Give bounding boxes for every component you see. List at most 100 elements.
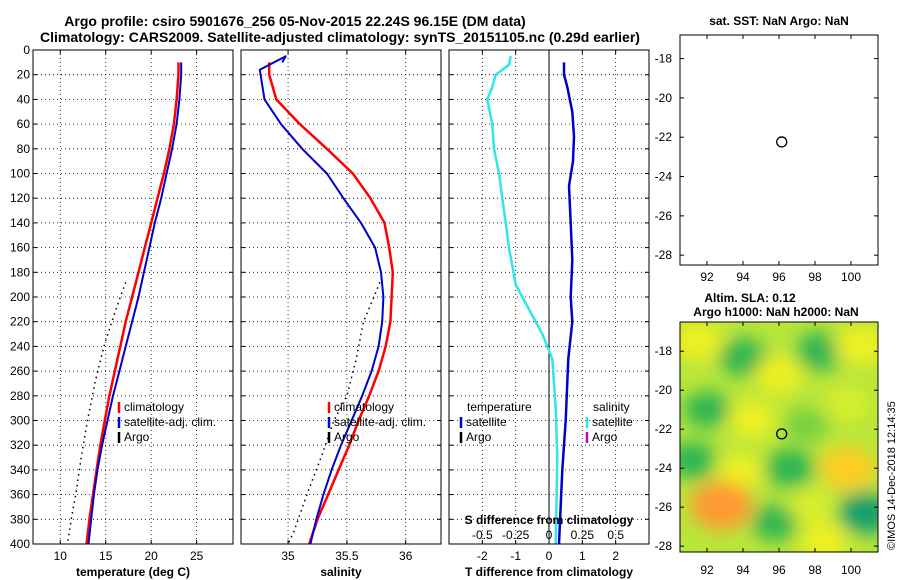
difference-top-xtick-label: -0.5 xyxy=(472,528,493,542)
temperature-legend-2-label: Argo xyxy=(124,430,150,444)
difference-xtick-label: 0 xyxy=(546,549,553,563)
sst-map-xtick-label: 98 xyxy=(808,270,822,284)
sla-map-xtick-label: 96 xyxy=(772,563,786,577)
salinity-xtick-label: 35 xyxy=(281,549,295,563)
sla-map-xtick-label: 98 xyxy=(808,563,822,577)
sla-map-title-line1: Altim. SLA: 0.12 xyxy=(704,291,796,305)
sla-map-title-line2: Argo h1000: NaN h2000: NaN xyxy=(693,305,858,319)
difference-legend-left-1-label: Argo xyxy=(466,430,492,444)
sla-map-blob xyxy=(800,523,848,552)
difference-xlabel-top: S difference from climatology xyxy=(465,513,634,527)
difference-top-xtick-label: 0.5 xyxy=(607,528,624,542)
difference-legend-right-0-label: satellite xyxy=(592,415,633,429)
temperature-ytick-label: 320 xyxy=(10,438,30,452)
difference-legend-left-title: temperature xyxy=(467,400,532,414)
temperature-ytick-label: 300 xyxy=(10,414,30,428)
difference-xtick-label: 2 xyxy=(612,549,619,563)
sla-map-blob xyxy=(838,491,878,535)
sst-map-ytick-label: -18 xyxy=(655,52,673,66)
sla-map-blob xyxy=(795,331,846,371)
sla-map-ytick-label: -18 xyxy=(655,344,673,358)
temperature-ytick-label: 220 xyxy=(10,315,30,329)
salinity-xtick-label: 35.5 xyxy=(335,549,359,563)
temperature-ytick-label: 260 xyxy=(10,364,30,378)
sst-map-argo-marker xyxy=(776,136,788,148)
sla-map-xtick-label: 100 xyxy=(841,563,861,577)
temperature-ytick-label: 340 xyxy=(10,463,30,477)
temperature-ytick-label: 20 xyxy=(17,68,31,82)
difference-legend-right-title: salinity xyxy=(593,400,630,414)
temperature-ytick-label: 40 xyxy=(17,92,31,106)
sla-map-blobs xyxy=(680,322,878,552)
sla-map-blob xyxy=(755,355,803,394)
temperature-ytick-label: 280 xyxy=(10,389,30,403)
sst-map-ytick-label: -20 xyxy=(655,91,673,105)
difference-legend-left-0-label: satellite xyxy=(466,415,507,429)
temperature-series-satellite-adj-clim- xyxy=(87,62,183,545)
salinity-series-argo xyxy=(287,281,381,545)
salinity-legend-2-label: Argo xyxy=(334,430,360,444)
sst-map-ytick-label: -26 xyxy=(655,209,673,223)
figure-title-line1: Argo profile: csiro 5901676_256 05-Nov-2… xyxy=(64,13,525,29)
sla-map-blob xyxy=(728,400,776,439)
difference-xlabel: T difference from climatology xyxy=(465,565,633,579)
sst-map-xtick-label: 96 xyxy=(772,270,786,284)
temperature-series-argo xyxy=(66,281,127,545)
difference-xtick-label: -2 xyxy=(477,549,488,563)
sla-map-xtick-label: 92 xyxy=(700,563,714,577)
sla-map-ytick-label: -22 xyxy=(655,422,673,436)
sla-map-blob xyxy=(716,453,763,491)
temperature-xtick-label: 25 xyxy=(190,549,204,563)
sst-map-ytick-label: -22 xyxy=(655,130,673,144)
difference-series-s-satellite xyxy=(486,55,559,545)
difference-xtick-label: -1 xyxy=(510,549,521,563)
imos-timestamp: ©IMOS 14-Dec-2018 12:14:35 xyxy=(886,401,898,550)
sla-map-blob xyxy=(825,386,870,422)
sla-map-blob xyxy=(752,504,799,542)
temperature-ytick-label: 200 xyxy=(10,290,30,304)
sla-map-field xyxy=(680,322,878,552)
difference-series-t-satellite xyxy=(557,62,576,545)
sla-map-blob xyxy=(680,322,723,362)
temperature-xtick-label: 15 xyxy=(99,549,113,563)
sst-map-ytick-label: -24 xyxy=(655,170,673,184)
temperature-legend-1-label: satellite-adj. clim. xyxy=(124,415,216,429)
sla-map-ytick-label: -28 xyxy=(655,539,673,553)
sla-map-blob xyxy=(690,480,753,530)
sla-map-blob xyxy=(834,325,878,366)
temperature-ytick-label: 0 xyxy=(23,43,30,57)
temperature-ytick-label: 400 xyxy=(10,537,30,551)
sst-map-background xyxy=(680,35,878,265)
salinity-legend-1-label: satellite-adj. clim. xyxy=(334,415,426,429)
difference-top-xtick-label: 0 xyxy=(546,528,553,542)
temperature-ytick-label: 120 xyxy=(10,191,30,205)
sla-map-blob xyxy=(789,489,834,525)
sla-map-blob xyxy=(683,391,731,429)
difference-xtick-label: 1 xyxy=(579,549,586,563)
salinity-xlabel: salinity xyxy=(320,565,362,579)
salinity-series-climatology xyxy=(267,62,395,545)
temperature-ytick-label: 80 xyxy=(17,142,31,156)
difference-top-xtick-label: -0.25 xyxy=(502,528,530,542)
sla-map-ytick-label: -24 xyxy=(655,461,673,475)
temperature-legend-0-label: climatology xyxy=(124,400,184,414)
sst-map-xtick-label: 100 xyxy=(841,270,861,284)
sst-map-xtick-label: 92 xyxy=(700,270,714,284)
temperature-ytick-label: 360 xyxy=(10,488,30,502)
sla-map-argo-marker xyxy=(776,428,788,440)
sla-map-ytick-label: -20 xyxy=(655,383,673,397)
temperature-series-climatology xyxy=(85,62,180,545)
temperature-ytick-label: 140 xyxy=(10,216,30,230)
sla-map-blob xyxy=(765,448,815,488)
sst-map-ytick-label: -28 xyxy=(655,248,673,262)
temperature-ytick-label: 380 xyxy=(10,512,30,526)
temperature-ytick-label: 160 xyxy=(10,241,30,255)
temperature-xlabel: temperature (deg C) xyxy=(76,565,190,579)
difference-top-xtick-label: 0.25 xyxy=(571,528,595,542)
sst-map-xtick-label: 94 xyxy=(736,270,750,284)
sla-map-blob xyxy=(680,441,717,480)
sla-map-ytick-label: -26 xyxy=(655,500,673,514)
sla-map-blob xyxy=(819,446,876,491)
salinity-legend-0-label: climatology xyxy=(334,400,394,414)
